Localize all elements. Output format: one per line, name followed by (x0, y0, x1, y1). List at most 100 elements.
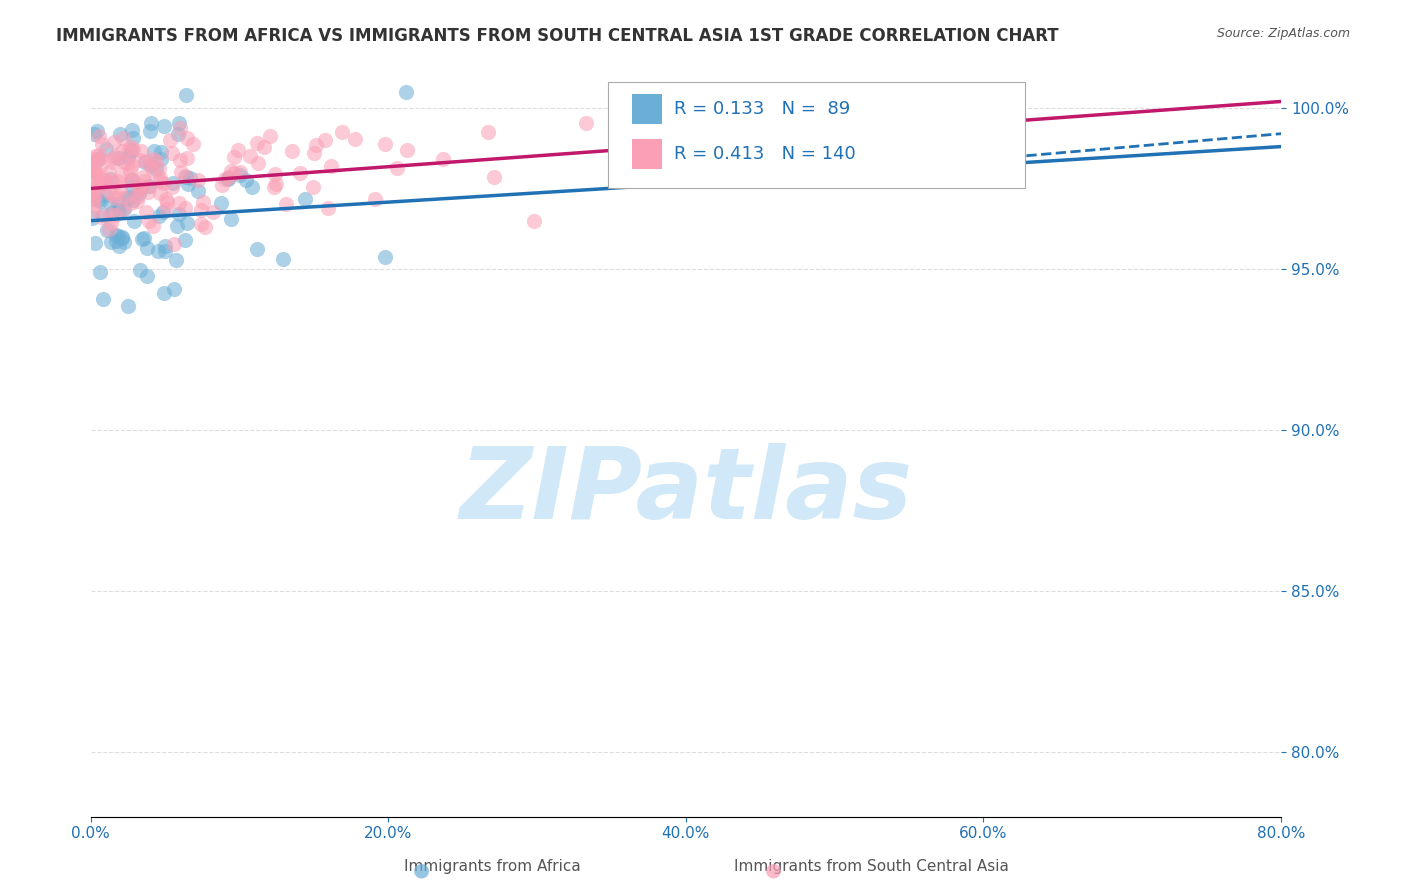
Immigrants from Africa (120, 144, 142, 158)
Immigrants from Africa (176, 216, 198, 230)
Immigrants from Africa (162, 177, 184, 191)
Immigrants from South Central Asia (117, 143, 139, 157)
Immigrants from Africa (108, 202, 131, 217)
Immigrants from South Central Asia (136, 186, 159, 200)
Immigrants from South Central Asia (201, 204, 224, 219)
Immigrants from Africa (128, 186, 150, 200)
Immigrants from South Central Asia (316, 201, 339, 215)
Immigrants from South Central Asia (246, 136, 269, 150)
Immigrants from South Central Asia (190, 217, 212, 231)
Text: ●: ● (765, 860, 782, 880)
Immigrants from South Central Asia (266, 178, 288, 192)
Immigrants from South Central Asia (84, 149, 107, 163)
Immigrants from South Central Asia (152, 176, 174, 190)
Immigrants from South Central Asia (121, 159, 143, 173)
Immigrants from South Central Asia (104, 208, 127, 222)
Immigrants from South Central Asia (301, 179, 323, 194)
Immigrants from South Central Asia (114, 190, 136, 204)
Immigrants from South Central Asia (98, 221, 121, 235)
Immigrants from Africa (111, 231, 134, 245)
Immigrants from South Central Asia (89, 129, 111, 144)
Immigrants from Africa (395, 85, 418, 99)
Immigrants from South Central Asia (87, 147, 110, 161)
Immigrants from South Central Asia (385, 161, 408, 175)
Immigrants from Africa (96, 222, 118, 236)
Immigrants from Africa (107, 229, 129, 244)
Immigrants from Africa (187, 184, 209, 198)
Immigrants from South Central Asia (108, 181, 131, 195)
Immigrants from South Central Asia (156, 194, 179, 209)
Immigrants from South Central Asia (169, 120, 191, 135)
Immigrants from Africa (169, 116, 191, 130)
FancyBboxPatch shape (633, 94, 662, 124)
Text: Immigrants from South Central Asia: Immigrants from South Central Asia (734, 859, 1010, 874)
Immigrants from South Central Asia (274, 197, 297, 211)
Immigrants from South Central Asia (80, 153, 103, 167)
Immigrants from South Central Asia (135, 154, 157, 169)
Immigrants from South Central Asia (94, 178, 117, 193)
Immigrants from South Central Asia (246, 156, 269, 170)
Immigrants from South Central Asia (187, 173, 209, 187)
Immigrants from South Central Asia (121, 142, 143, 156)
Immigrants from South Central Asia (395, 143, 418, 157)
Immigrants from South Central Asia (127, 189, 149, 203)
Immigrants from South Central Asia (432, 152, 454, 166)
Immigrants from South Central Asia (98, 207, 121, 221)
Immigrants from Africa (100, 235, 122, 249)
Immigrants from South Central Asia (91, 136, 114, 151)
Immigrants from Africa (136, 241, 159, 255)
Immigrants from South Central Asia (305, 138, 328, 153)
Immigrants from South Central Asia (482, 169, 505, 184)
Immigrants from Africa (374, 250, 396, 264)
Immigrants from South Central Asia (80, 161, 103, 176)
Immigrants from Africa (104, 234, 127, 248)
Immigrants from Africa (177, 177, 200, 191)
Immigrants from South Central Asia (138, 214, 160, 228)
Immigrants from South Central Asia (142, 219, 165, 234)
Immigrants from South Central Asia (160, 180, 183, 194)
Immigrants from Africa (107, 151, 129, 165)
Immigrants from South Central Asia (222, 166, 245, 180)
Immigrants from Africa (122, 214, 145, 228)
Immigrants from South Central Asia (135, 205, 157, 219)
Immigrants from South Central Asia (149, 170, 172, 185)
Immigrants from Africa (84, 236, 107, 251)
Immigrants from Africa (141, 116, 163, 130)
Immigrants from Africa (294, 192, 316, 206)
Immigrants from South Central Asia (364, 192, 387, 206)
Immigrants from Africa (139, 124, 162, 138)
Immigrants from South Central Asia (98, 186, 121, 200)
FancyBboxPatch shape (633, 139, 662, 169)
Immigrants from South Central Asia (111, 202, 134, 217)
Immigrants from Africa (98, 171, 121, 186)
Immigrants from South Central Asia (190, 203, 212, 218)
Immigrants from South Central Asia (80, 171, 103, 186)
Text: IMMIGRANTS FROM AFRICA VS IMMIGRANTS FROM SOUTH CENTRAL ASIA 1ST GRADE CORRELATI: IMMIGRANTS FROM AFRICA VS IMMIGRANTS FRO… (56, 27, 1059, 45)
Immigrants from South Central Asia (89, 175, 111, 189)
Immigrants from South Central Asia (214, 171, 236, 186)
Immigrants from South Central Asia (115, 155, 138, 169)
Immigrants from South Central Asia (80, 186, 103, 201)
Immigrants from South Central Asia (103, 135, 125, 149)
Immigrants from South Central Asia (155, 192, 177, 206)
Immigrants from South Central Asia (89, 160, 111, 174)
Immigrants from South Central Asia (129, 181, 152, 195)
Immigrants from South Central Asia (134, 174, 156, 188)
Immigrants from Africa (152, 285, 174, 300)
Immigrants from Africa (153, 119, 176, 133)
Immigrants from Africa (134, 154, 156, 169)
Immigrants from South Central Asia (128, 178, 150, 192)
Immigrants from South Central Asia (97, 165, 120, 179)
Immigrants from Africa (139, 158, 162, 172)
Immigrants from Africa (128, 263, 150, 277)
Immigrants from South Central Asia (82, 198, 104, 212)
Immigrants from South Central Asia (129, 144, 152, 158)
Immigrants from South Central Asia (84, 163, 107, 178)
Immigrants from Africa (174, 170, 197, 185)
Immigrants from Africa (89, 194, 111, 208)
Immigrants from South Central Asia (132, 169, 155, 184)
Immigrants from Africa (148, 209, 170, 223)
Immigrants from South Central Asia (128, 153, 150, 168)
Immigrants from Africa (121, 123, 143, 137)
Immigrants from South Central Asia (169, 153, 191, 167)
